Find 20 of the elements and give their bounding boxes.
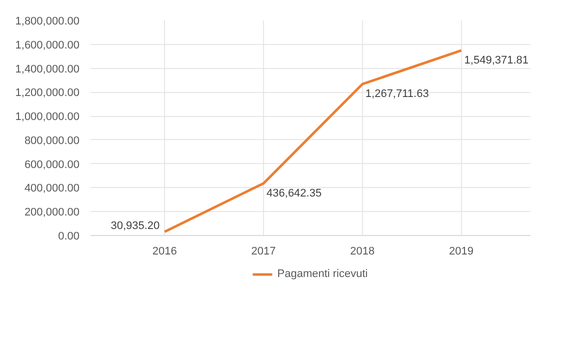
y-tick-label: 800,000.00 [24, 134, 80, 147]
y-tick-label: 0.00 [58, 230, 80, 242]
x-tick-label: 2018 [350, 246, 375, 258]
text: 1,267,711.63 [365, 88, 429, 100]
y-tick-label: 400,000.00 [24, 182, 80, 195]
text: 1,549,371.81 [464, 54, 529, 66]
y-tick-label: 200,000.00 [24, 206, 80, 219]
legend-label: Pagamenti ricevuti [277, 268, 368, 280]
line-series [163, 49, 463, 234]
y-tick-label: 1,200,000.00 [15, 87, 80, 100]
y-tick-label: 1,600,000.00 [15, 39, 80, 52]
text: 436,642.35 [266, 187, 322, 200]
text: 30,935.20 [110, 220, 160, 232]
y-tick-label: 1,400,000.00 [15, 63, 80, 76]
y-tick-label: 1,800,000.00 [15, 16, 80, 28]
y-tick-label: 600,000.00 [24, 158, 80, 171]
x-tick-label: 2016 [152, 246, 177, 258]
x-tick-label: 2019 [449, 246, 474, 258]
y-tick-label: 1,000,000.00 [15, 111, 80, 124]
x-tick-label: 2017 [251, 246, 276, 258]
